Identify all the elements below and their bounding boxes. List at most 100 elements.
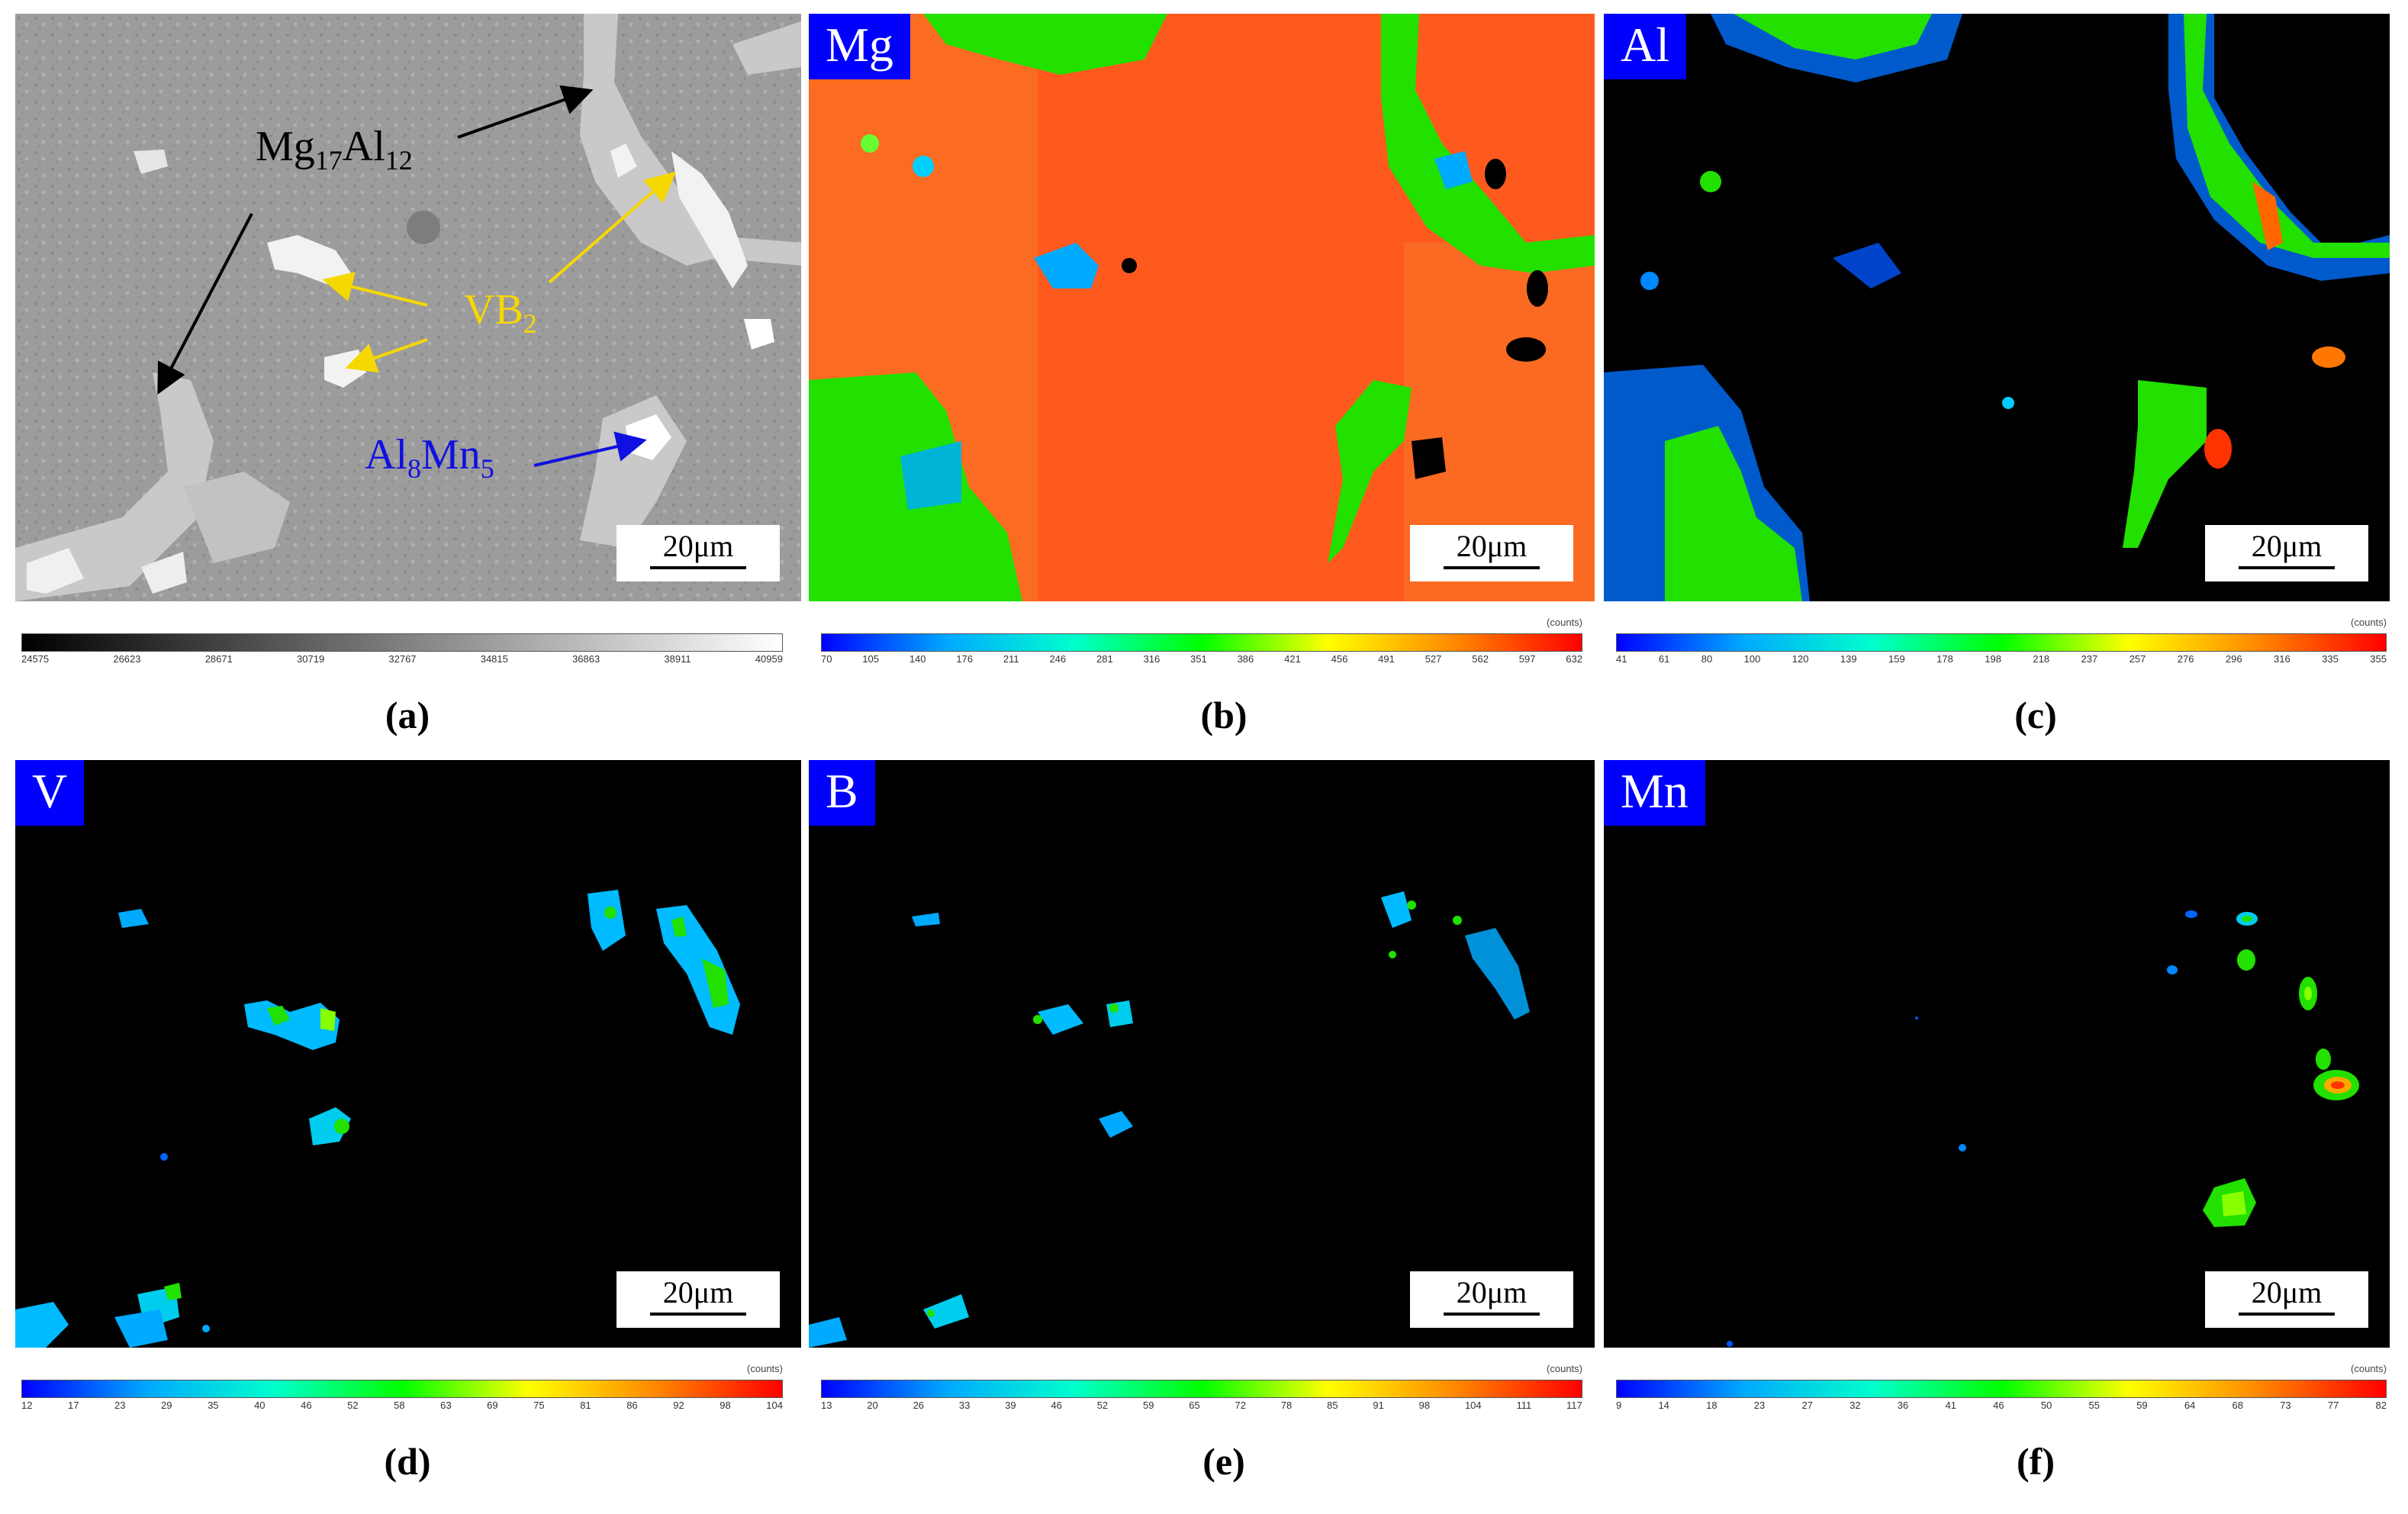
colorbar-tick-label: 32 [1849, 1400, 1861, 1411]
colorbar-tick-label: 91 [1373, 1400, 1384, 1411]
b-map-image [809, 760, 1595, 1348]
colorbar-tick-label: 211 [1003, 653, 1019, 665]
panel-label-b: (b) [1200, 694, 1247, 736]
colorbar-tick-label: 632 [1566, 653, 1582, 665]
scale-bar: 20μm [616, 525, 780, 581]
panel-label-d: (d) [384, 1440, 431, 1483]
colorbar-tick-label: 456 [1331, 653, 1348, 665]
colorbar-tick-label: 40959 [755, 653, 783, 665]
mg-map-image [809, 14, 1595, 601]
colorbar-tick-label: 316 [1143, 653, 1161, 665]
colorbar-tick-label: 237 [2081, 653, 2098, 665]
colorbar-tick-label: 68 [2232, 1400, 2243, 1411]
colorbar-d: (counts) 12 17 23 29 35 40 46 52 58 63 69 75 81 86 92 9… [21, 1363, 783, 1411]
colorbar-tick-label: 23 [1753, 1400, 1766, 1411]
element-label-b: B [809, 760, 875, 826]
scale-bar: 20μm [2205, 525, 2368, 581]
colorbar-tick-label: 491 [1378, 653, 1395, 665]
colorbar-tick-label: 69 [487, 1400, 498, 1411]
mn-map-image [1604, 760, 2390, 1348]
colorbar-tick-label: 18 [1706, 1400, 1717, 1411]
colorbar-tick-label: 34815 [480, 653, 508, 665]
scale-bar: 20μm [2205, 1271, 2368, 1328]
colorbar-tick-label: 139 [1840, 653, 1857, 665]
al-map-panel: Al 20μm [1604, 14, 2390, 601]
colorbar-tick-label: 335 [2322, 653, 2339, 665]
colorbar-tick-label: 52 [1096, 1400, 1109, 1411]
colorbar-tick-label: 29 [161, 1400, 172, 1411]
vb2-label: VB2 [464, 286, 537, 340]
colorbar-tick-label: 178 [1936, 653, 1953, 665]
colorbar-tick-label: 117 [1566, 1400, 1582, 1411]
colorbar-tick-label: 98 [720, 1400, 731, 1411]
panel-label-c: (c) [2014, 694, 2057, 736]
colorbar-tick-label: 257 [2129, 653, 2146, 665]
colorbar-e: (counts) 13 20 26 33 39 46 52 59 65 72 78 85 91 98 104… [821, 1363, 1582, 1411]
colorbar-ticks: 13 20 26 33 39 46 52 59 65 72 78 85 91 98 104 111 117 [821, 1400, 1582, 1411]
colorbar-tick-label: 55 [2088, 1400, 2100, 1411]
colorbar-tick-label: 12 [21, 1400, 33, 1411]
colorbar-tick-label: 41 [1616, 653, 1627, 665]
mn-map-panel: Mn 20μm [1604, 760, 2390, 1348]
colorbar-tick-label: 159 [1888, 653, 1905, 665]
colorbar-a: 24575 26623 28671 30719 32767 34815 36863 38911… [21, 624, 783, 665]
colorbar-tick-label: 351 [1190, 653, 1207, 665]
colorbar-tick-label: 105 [862, 653, 879, 665]
colorbar-tick-label: 386 [1237, 653, 1254, 665]
colorbar-tick-label: 78 [1280, 1400, 1293, 1411]
colorbar-tick-label: 20 [867, 1400, 878, 1411]
colorbar-tick-label: 46 [1051, 1400, 1062, 1411]
colorbar-tick-label: 316 [2274, 653, 2290, 665]
colorbar-tick-label: 246 [1049, 653, 1067, 665]
colorbar-tick-label: 28671 [204, 653, 233, 665]
colorbar-tick-label: 77 [2327, 1400, 2339, 1411]
colorbar-tick-label: 63 [440, 1400, 452, 1411]
colorbar-tick-label: 276 [2177, 653, 2194, 665]
panel-label-e: (e) [1202, 1440, 1245, 1483]
element-label-mg: Mg [809, 14, 910, 80]
colorbar-tick-label: 13 [821, 1400, 832, 1411]
b-map-panel: B 20μm [809, 760, 1595, 1348]
colorbar-ticks: 70 105 140 176 211 246 281 316 351 386 421 456 491 52… [821, 653, 1582, 665]
colorbar-tick-label: 80 [1701, 653, 1713, 665]
colorbar-ticks: 41 61 80 100 120 139 159 178 198 218 237 257 276 296 3… [1616, 653, 2387, 665]
colorbar-tick-label: 14 [1658, 1400, 1669, 1411]
element-label-v: V [15, 760, 85, 826]
colorbar-tick-label: 296 [2225, 653, 2242, 665]
colorbar-tick-label: 527 [1425, 653, 1442, 665]
colorbar-tick-label: 35 [208, 1400, 219, 1411]
scale-bar: 20μm [1410, 1271, 1573, 1328]
v-map-panel: V 20μm [15, 760, 801, 1348]
colorbar-f: (counts) 9 14 18 23 27 32 36 41 46 50 55 59 64 68 73 77… [1616, 1363, 2387, 1411]
colorbar-tick-label: 98 [1418, 1400, 1431, 1411]
colorbar-tick-label: 85 [1327, 1400, 1338, 1411]
mg17al12-label: Mg17Al12 [256, 123, 413, 176]
colorbar-tick-label: 597 [1518, 653, 1536, 665]
colorbar-tick-label: 24575 [21, 653, 50, 665]
mg-map-panel: Mg 20μm [809, 14, 1595, 601]
colorbar-tick-label: 218 [2033, 653, 2050, 665]
colorbar-tick-label: 111 [1516, 1400, 1532, 1411]
sem-image-panel: 20μm [15, 14, 801, 601]
panel-label-f: (f) [2017, 1440, 2055, 1483]
colorbar-c: (counts) 41 61 80 100 120 139 159 178 198 218 237 2… [1616, 617, 2387, 665]
colorbar-tick-label: 64 [2184, 1400, 2196, 1411]
colorbar-tick-label: 52 [347, 1400, 359, 1411]
colorbar-tick-label: 33 [958, 1400, 971, 1411]
colorbar-tick-label: 23 [114, 1400, 126, 1411]
al-map-image [1604, 14, 2390, 601]
colorbar-tick-label: 72 [1235, 1400, 1246, 1411]
colorbar-tick-label: 26 [913, 1400, 925, 1411]
colorbar-tick-label: 36 [1897, 1400, 1909, 1411]
colorbar-tick-label: 59 [1142, 1400, 1154, 1411]
colorbar-tick-label: 32767 [388, 653, 417, 665]
colorbar-tick-label: 38911 [664, 653, 691, 665]
colorbar-tick-label: 61 [1658, 653, 1670, 665]
colorbar-tick-label: 9 [1616, 1400, 1622, 1411]
colorbar-tick-label: 120 [1792, 653, 1809, 665]
colorbar-tick-label: 50 [2040, 1400, 2052, 1411]
colorbar-tick-label: 281 [1096, 653, 1113, 665]
colorbar-tick-label: 104 [1464, 1400, 1482, 1411]
element-label-mn: Mn [1604, 760, 1705, 826]
v-map-image [15, 760, 801, 1348]
